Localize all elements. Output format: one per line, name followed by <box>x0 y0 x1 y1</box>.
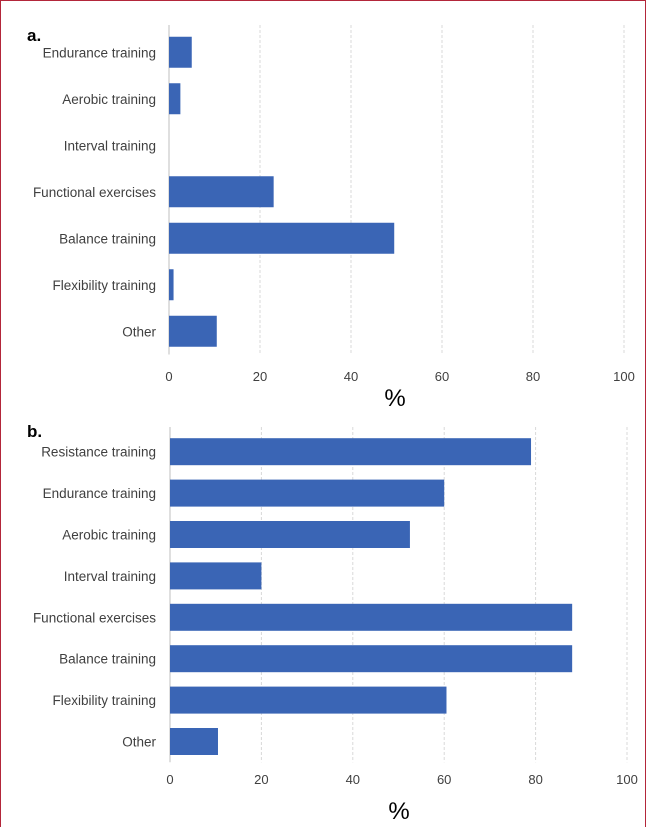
panel-b-category-label: Interval training <box>64 569 156 584</box>
panel-a-bar <box>169 176 274 208</box>
panel-b-x-tick-label: 20 <box>254 772 268 787</box>
panel-a-category-label: Flexibility training <box>52 278 156 293</box>
panel-b-category-label: Flexibility training <box>52 693 156 708</box>
panel-b-bar <box>170 479 445 507</box>
panel-a-bar <box>169 315 217 347</box>
panel-a-x-axis-title: % <box>384 385 405 412</box>
panel-a-category-label: Aerobic training <box>62 92 156 107</box>
panel-b-bar <box>170 686 447 714</box>
panel-a-label: a. <box>27 26 41 45</box>
panel-b-bar <box>170 438 532 466</box>
panel-a-category-label: Interval training <box>64 138 156 153</box>
panel-b-category-label: Resistance training <box>41 445 156 460</box>
panel-b-category-label: Endurance training <box>43 486 156 501</box>
panel-a-category-label: Other <box>122 324 156 339</box>
panel-a-x-tick-label: 60 <box>435 369 449 384</box>
panel-a-bar <box>169 269 174 301</box>
panel-a-category-label: Endurance training <box>43 45 156 60</box>
panel-b-category-label: Other <box>122 735 156 750</box>
panel-b-x-tick-label: 80 <box>528 772 542 787</box>
panel-a-bar <box>169 36 192 68</box>
panel-a-x-tick-label: 0 <box>165 369 172 384</box>
panel-b-label: b. <box>27 422 42 441</box>
panel-b-category-label: Aerobic training <box>62 528 156 543</box>
panel-a-bar <box>169 83 181 115</box>
panel-b-x-tick-label: 100 <box>616 772 638 787</box>
panel-a-bar <box>169 222 395 254</box>
panel-a-x-tick-label: 20 <box>253 369 267 384</box>
panel-b-bar <box>170 645 573 673</box>
panel-a-category-label: Balance training <box>59 231 156 246</box>
panel-b-bar <box>170 521 410 548</box>
panel-b-category-label: Balance training <box>59 652 156 667</box>
panel-b-x-tick-label: 60 <box>437 772 451 787</box>
panel-b-x-axis-title: % <box>388 798 409 825</box>
panel-b-category-label: Functional exercises <box>33 610 156 625</box>
panel-b-x-tick-label: 0 <box>166 772 173 787</box>
panel-b-bar <box>170 728 218 755</box>
panel-a-x-tick-label: 80 <box>526 369 540 384</box>
panel-a-x-tick-label: 100 <box>613 369 635 384</box>
panel-b-x-tick-label: 40 <box>346 772 360 787</box>
panel-b-bar <box>170 562 262 590</box>
panel-a-x-tick-label: 40 <box>344 369 358 384</box>
panel-b-bar <box>170 603 573 631</box>
panel-a-category-label: Functional exercises <box>33 185 156 200</box>
